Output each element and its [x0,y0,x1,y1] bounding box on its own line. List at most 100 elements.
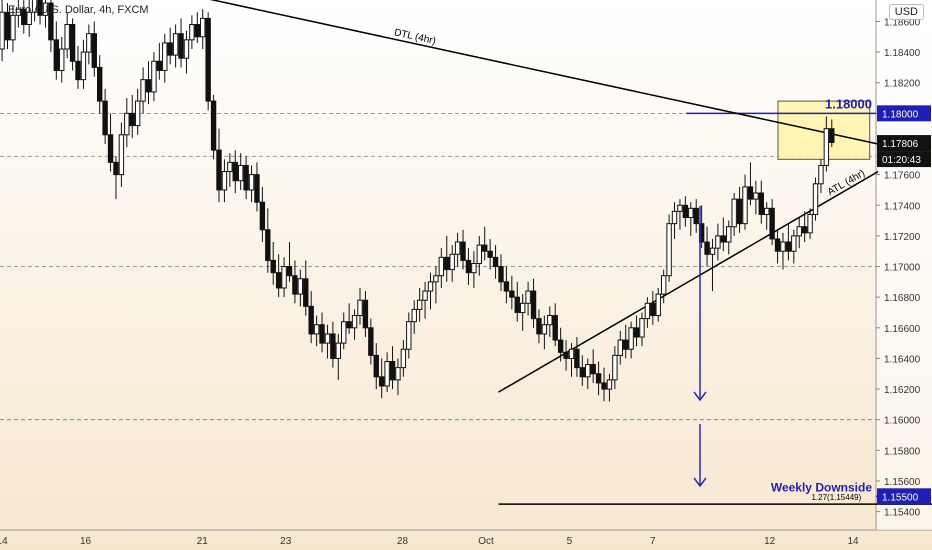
candle-body [460,241,466,261]
candle-body [476,244,482,264]
candle-body [644,302,651,320]
level-label-weekly: Weekly Downside [771,480,872,494]
candle-body [183,39,190,59]
y-tick-label: 1.16000 [884,416,921,427]
candle-body [118,134,125,176]
candle-body [416,299,423,310]
candle-body [530,290,537,320]
axis-tag-1155-text: 1.15500 [882,492,919,503]
candle-body [275,272,282,289]
candle-body [590,364,596,375]
candle-body [606,379,613,390]
candle-body [628,327,634,350]
y-tick-label: 1.18600 [884,17,921,28]
candle-body [378,376,385,387]
candle-body [324,333,331,344]
candle-body [292,275,298,295]
candle-body [774,238,781,252]
candle-body [357,299,363,317]
candle-body [422,290,428,301]
candle-body [270,259,276,274]
candle-body [134,100,141,127]
y-tick-label: 1.17400 [884,201,921,212]
candle-body [205,17,211,102]
candle-body [406,321,412,350]
candle-body [693,207,699,225]
candle-body [677,204,683,212]
y-tick-label: 1.16200 [884,385,921,396]
x-tick-label: 21 [197,536,209,547]
candle-body [221,171,228,191]
candle-body [15,8,22,16]
symbol-title: Euro / U.S. Dollar, 4h, FXCM [8,4,149,16]
candle-body [319,324,325,344]
candle-body [574,348,580,369]
candle-body [297,278,304,295]
level-label-118: 1.18000 [825,96,872,111]
candle-body [31,0,38,13]
candle-body [162,42,168,71]
candle-body [172,33,179,56]
candle-body [281,266,287,289]
candle-body [612,354,618,381]
axis-tag-countdown-text: 01:20:43 [882,155,921,166]
candle-body [650,302,656,317]
y-tick-label: 1.15400 [884,508,921,519]
candle-body [758,192,764,215]
candle-body [655,293,661,317]
candle-body [129,112,135,127]
candle-body [48,2,54,41]
candle-body [102,100,108,136]
candle-body [0,11,5,50]
candle-body [42,2,49,16]
candle-body [59,48,65,71]
candle-body [232,161,238,182]
candle-body [200,17,206,38]
candle-body [26,11,32,26]
currency-selector[interactable]: USD [888,4,924,20]
axis-tag-118-text: 1.18000 [882,109,919,120]
candle-body [427,281,434,292]
candle-body [167,42,173,56]
candle-body [753,192,759,200]
candle-body [541,324,548,335]
candle-body [113,161,119,176]
x-tick-label: 5 [567,536,573,547]
candle-body [764,207,770,215]
candle-body [124,112,130,136]
candle-body [341,321,347,344]
candle-body [254,174,260,203]
candle-body [449,253,455,271]
candle-body [796,226,802,237]
y-tick-label: 1.15600 [884,477,921,488]
candle-body [248,174,255,191]
candle-body [709,247,716,255]
candle-body [454,241,461,255]
axis-tag-current-bg [877,135,931,152]
candle-body [91,33,97,68]
candle-body [259,201,266,231]
dtl-trendline [209,0,879,145]
candle-body [585,364,591,378]
candle-body [492,256,499,268]
candle-body [736,198,743,225]
candle-body [514,296,520,313]
y-tick-label: 1.17600 [884,171,921,182]
y-tick-label: 1.16600 [884,324,921,335]
candle-body [80,51,87,81]
candle-body [53,39,60,71]
candle-body [482,244,488,252]
candle-body [519,302,526,313]
y-tick-label: 1.17200 [884,232,921,243]
candle-body [194,24,201,38]
x-tick-label: 7 [650,536,656,547]
y-tick-label: 1.18400 [884,48,921,59]
candle-body [75,60,81,81]
candle-body [286,266,293,277]
axis-tag-countdown-bg [877,151,931,168]
candle-body [823,128,830,166]
candle-body [373,354,379,378]
price-axis-bg [877,0,932,530]
